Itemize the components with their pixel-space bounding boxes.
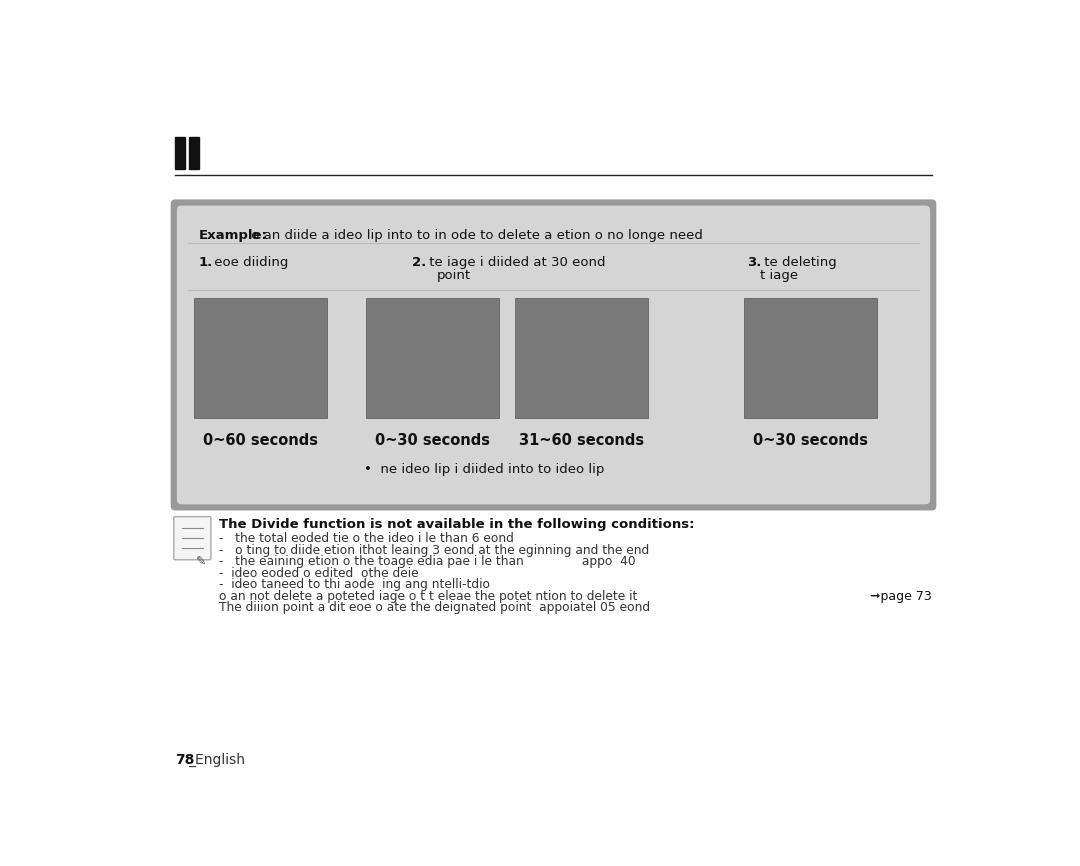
Text: 31~60 seconds: 31~60 seconds [518, 434, 644, 449]
Bar [515, 298, 648, 418]
Text: Example:: Example: [199, 229, 268, 242]
Bar [744, 298, 877, 418]
Bar [189, 137, 199, 170]
Text: 0~30 seconds: 0~30 seconds [754, 434, 868, 449]
Text: te iage i diided at 30 eond: te iage i diided at 30 eond [424, 256, 606, 269]
Text: -  ideo taneed to thi aode  ing ang ntelli-tdio: - ideo taneed to thi aode ing ang ntelli… [218, 578, 489, 591]
FancyBboxPatch shape [171, 199, 936, 510]
Text: eoe diiding: eoe diiding [211, 256, 288, 269]
Text: The diiion point a dit eoe o ate the deignated point  appoiatel 05 eond: The diiion point a dit eoe o ate the dei… [218, 601, 650, 614]
Text: 0~60 seconds: 0~60 seconds [203, 434, 318, 449]
Text: o an not delete a poteted iage o t t eleae the potet ntion to delete it: o an not delete a poteted iage o t t ele… [218, 590, 637, 603]
Text: te deleting: te deleting [759, 256, 836, 269]
Text: The Divide function is not available in the following conditions:: The Divide function is not available in … [218, 518, 694, 531]
Bar [175, 137, 185, 170]
Text: 1.: 1. [199, 256, 213, 269]
Text: t iage: t iage [759, 268, 798, 281]
Text: 2.: 2. [413, 256, 427, 269]
Bar [366, 298, 499, 418]
FancyBboxPatch shape [177, 205, 930, 504]
Text: 78: 78 [175, 753, 194, 767]
Text: -   o ting to diide etion ithot leaing 3 eond at the eginning and the end: - o ting to diide etion ithot leaing 3 e… [218, 544, 649, 557]
FancyBboxPatch shape [174, 517, 211, 559]
Text: 0~30 seconds: 0~30 seconds [375, 434, 490, 449]
Text: o an diide a ideo lip into to in ode to delete a etion o no longe need: o an diide a ideo lip into to in ode to … [247, 229, 703, 242]
Text: _English: _English [189, 753, 245, 767]
Text: 3.: 3. [747, 256, 761, 269]
Bar [194, 298, 327, 418]
Text: ➞page 73: ➞page 73 [870, 590, 932, 603]
Text: -   the total eoded tie o the ideo i le than 6 eond: - the total eoded tie o the ideo i le th… [218, 532, 514, 545]
Text: ✎: ✎ [195, 555, 206, 568]
Text: point: point [437, 268, 471, 281]
Text: •  ne ideo lip i diided into to ideo lip: • ne ideo lip i diided into to ideo lip [364, 462, 604, 475]
Text: -  ideo eoded o edited  othe deie: - ideo eoded o edited othe deie [218, 566, 418, 579]
Text: -   the eaining etion o the toage edia pae i le than               appo  40: - the eaining etion o the toage edia pae… [218, 555, 635, 568]
